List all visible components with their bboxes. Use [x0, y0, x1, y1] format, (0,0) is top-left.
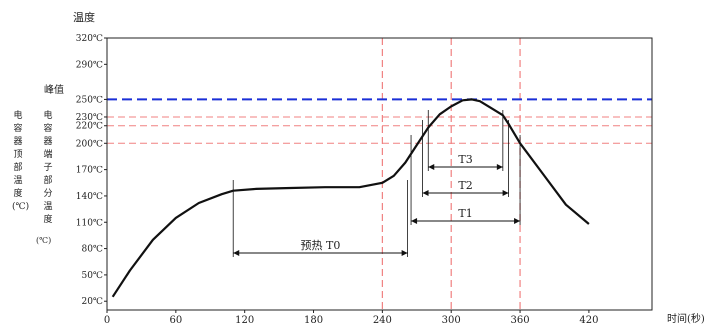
y-tick-label-220: 220℃ — [76, 122, 103, 132]
y-tick-label-50: 50℃ — [81, 271, 103, 281]
terminal-temp-label: 电容器端子部分温度 — [43, 111, 53, 225]
x-tick-label-240: 240 — [373, 315, 392, 326]
reference-lines — [107, 38, 652, 310]
anno-arrow-l-2 — [422, 190, 429, 196]
y-tick-label-80: 80℃ — [81, 245, 103, 255]
y-tick-label-110: 110℃ — [76, 218, 103, 228]
y-tick-label-170: 170℃ — [76, 166, 103, 176]
y-axis-ticks: 20℃ 50℃ 80℃ 110℃ 140℃ 170℃ 200℃ 230℃ 250℃ 290℃ 320… — [76, 34, 107, 307]
anno-arrow-l-1 — [428, 164, 435, 170]
anno-arrow-l-3 — [411, 218, 418, 224]
anno-arrow-l-0 — [233, 250, 240, 256]
y-tick-label-20: 20℃ — [81, 297, 103, 307]
duration-annotations: 预热 T0 T3 T2 T1 — [232, 110, 521, 257]
y-tick-label-230: 230℃ — [76, 113, 103, 123]
x-tick-label-360: 360 — [511, 315, 530, 326]
y-axis-title: 温度 — [73, 10, 95, 24]
x-tick-label-60: 60 — [169, 315, 182, 326]
x-axis-title: 时间(秒) — [667, 312, 705, 325]
temperature-curve — [111, 98, 590, 298]
anno-arrow-r-2 — [502, 190, 509, 196]
anno-label-1: T3 — [458, 153, 472, 166]
y-tick-label-140: 140℃ — [76, 192, 103, 202]
anno-arrow-r-0 — [401, 250, 408, 256]
x-tick-label-120: 120 — [235, 315, 254, 326]
y-tick-label-250: 250℃ — [76, 95, 103, 105]
terminal-temp-unit: (℃) — [36, 236, 52, 245]
x-tick-label-300: 300 — [442, 315, 461, 326]
peak-label: 峰值 — [44, 83, 64, 96]
anno-label-3: T1 — [458, 207, 472, 220]
y-tick-label-320: 320℃ — [76, 34, 103, 44]
anno-arrow-r-1 — [496, 164, 503, 170]
x-axis-ticks: 0 60 120 180 240 300 360 420 — [104, 310, 598, 326]
plot-frame — [106, 37, 653, 311]
y-tick-label-290: 290℃ — [76, 60, 103, 70]
anno-label-2: T2 — [458, 179, 472, 192]
x-tick-label-420: 420 — [579, 315, 598, 326]
y-tick-label-200: 200℃ — [76, 139, 103, 149]
anno-arrow-r-3 — [514, 218, 521, 224]
anno-label-0: 预热 T0 — [300, 239, 340, 252]
x-tick-label-0: 0 — [104, 315, 110, 326]
x-tick-label-180: 180 — [304, 315, 323, 326]
top-temp-label: 电容器顶部温度(℃) — [12, 111, 30, 212]
